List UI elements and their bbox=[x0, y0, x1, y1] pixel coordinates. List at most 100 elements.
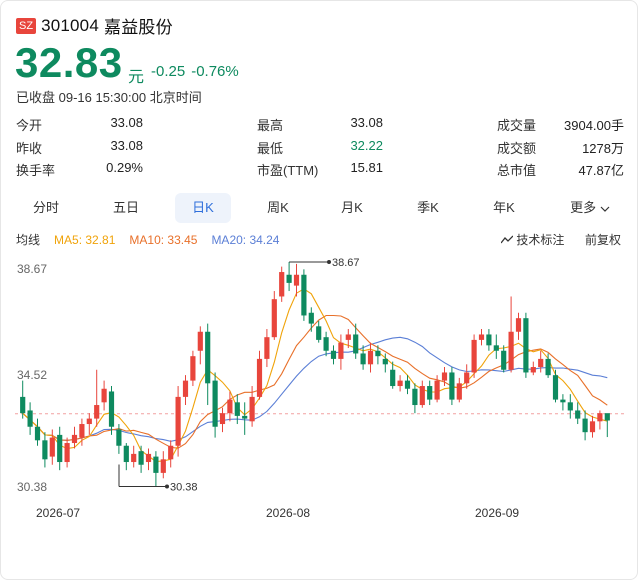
current-price: 32.83 bbox=[15, 39, 123, 86]
candle-body bbox=[604, 413, 610, 421]
turnover-label: 换手率 bbox=[16, 163, 56, 178]
candle-body bbox=[168, 445, 174, 460]
candle-body bbox=[153, 456, 159, 473]
candle-body bbox=[57, 434, 63, 463]
candle-body bbox=[323, 337, 329, 351]
candle-body bbox=[279, 272, 285, 297]
y-tick-low: 30.38 bbox=[17, 480, 48, 494]
candle-body bbox=[545, 358, 551, 376]
candle-body bbox=[360, 353, 366, 365]
tab-monthly-k[interactable]: 月K bbox=[341, 200, 363, 215]
candle-body bbox=[508, 331, 514, 370]
stock-name: 嘉益股份 bbox=[104, 18, 173, 37]
pe-value: 15.81 bbox=[350, 160, 383, 175]
candle-body bbox=[138, 451, 144, 465]
tech-annotation-button[interactable]: 技术标注 bbox=[500, 231, 564, 248]
candle-body bbox=[116, 429, 122, 446]
candle-body bbox=[567, 402, 573, 411]
candle-body bbox=[560, 399, 566, 403]
low-label: 最低 bbox=[257, 141, 284, 156]
candle-body bbox=[419, 386, 425, 406]
candle-body bbox=[493, 345, 499, 351]
tab-quarterly-k[interactable]: 季K bbox=[417, 200, 439, 215]
candle-body bbox=[123, 445, 129, 463]
candle-body bbox=[538, 358, 544, 368]
candle-body bbox=[293, 274, 300, 286]
candle-body bbox=[249, 396, 255, 422]
min-annotation-dot bbox=[165, 484, 169, 489]
stock-header: SZ 301004 嘉益股份 bbox=[16, 13, 173, 38]
x-tick-september: 2026-09 bbox=[475, 506, 520, 520]
candle-body bbox=[71, 434, 78, 444]
candle-body bbox=[575, 410, 581, 419]
volume-label: 成交量 bbox=[497, 118, 537, 133]
candle-body bbox=[286, 274, 292, 283]
candle-body bbox=[338, 342, 344, 359]
ma-legend: 均线 MA5: 32.81 MA10: 33.45 MA20: 34.24 bbox=[16, 231, 293, 248]
candle-body bbox=[86, 418, 92, 425]
candle-body bbox=[234, 402, 240, 416]
candle-body bbox=[227, 399, 233, 414]
candle-body bbox=[456, 383, 462, 400]
price-change: -0.25 -0.76% bbox=[151, 63, 245, 80]
candle-body bbox=[79, 424, 85, 438]
change-percent: -0.76% bbox=[191, 63, 239, 80]
tab-yearly-k[interactable]: 年K bbox=[493, 200, 515, 215]
candle-body bbox=[256, 358, 263, 397]
candle-body bbox=[64, 443, 70, 463]
kline-chart[interactable]: 38.67 30.38 bbox=[1, 1, 637, 501]
candle-body bbox=[345, 334, 351, 340]
candle-body bbox=[316, 326, 322, 340]
candle-body bbox=[375, 350, 381, 357]
candle-body bbox=[308, 312, 314, 324]
tab-intraday[interactable]: 分时 bbox=[32, 200, 59, 215]
volume-value: 3904.00手 bbox=[564, 118, 624, 133]
candle-body bbox=[27, 410, 33, 427]
candle-body bbox=[197, 331, 203, 351]
candle-body bbox=[190, 356, 196, 381]
max-annotation-dot bbox=[327, 260, 331, 264]
candle-body bbox=[145, 453, 152, 463]
amount-label: 成交额 bbox=[497, 141, 537, 156]
open-value: 33.08 bbox=[110, 115, 143, 130]
candle-body bbox=[101, 388, 107, 403]
candle-body bbox=[427, 386, 433, 400]
candle-body bbox=[175, 396, 181, 446]
x-tick-august: 2026-08 bbox=[266, 506, 311, 520]
market-cap-value: 47.87亿 bbox=[578, 163, 624, 178]
candle-body bbox=[182, 380, 189, 397]
candle-body bbox=[271, 299, 277, 338]
candle-body bbox=[404, 380, 411, 389]
candle-body bbox=[219, 413, 226, 425]
candle-body bbox=[582, 418, 588, 433]
candle-body bbox=[205, 331, 211, 384]
candle-body bbox=[515, 318, 522, 332]
chevron-down-icon bbox=[600, 206, 610, 212]
candle-body bbox=[42, 440, 48, 460]
candle-body bbox=[501, 350, 507, 370]
tab-daily-k[interactable]: 日K bbox=[175, 193, 231, 223]
turnover-value: 0.29% bbox=[106, 160, 143, 175]
market-cap-label: 总市值 bbox=[497, 163, 537, 178]
candle-body bbox=[131, 453, 137, 463]
candle-body bbox=[353, 334, 359, 354]
market-badge: SZ bbox=[16, 17, 37, 34]
candle-body bbox=[441, 372, 448, 381]
candle-body bbox=[412, 388, 418, 406]
candle-body bbox=[552, 375, 559, 400]
candle-body bbox=[49, 437, 55, 457]
y-tick-high: 38.67 bbox=[17, 262, 48, 276]
candle-body bbox=[471, 339, 477, 373]
tab-five-day[interactable]: 五日 bbox=[112, 200, 139, 215]
ma10-value: MA10: 33.45 bbox=[129, 233, 198, 247]
tab-weekly-k[interactable]: 周K bbox=[267, 200, 289, 215]
tab-more[interactable]: 更多 bbox=[555, 193, 625, 223]
candle-body bbox=[397, 380, 403, 387]
candle-body bbox=[20, 396, 26, 414]
adjust-button[interactable]: 前复权 bbox=[585, 233, 622, 247]
change-amount: -0.25 bbox=[151, 63, 186, 80]
candle-body bbox=[449, 372, 455, 400]
high-value: 33.08 bbox=[350, 115, 383, 130]
candle-body bbox=[108, 391, 115, 427]
